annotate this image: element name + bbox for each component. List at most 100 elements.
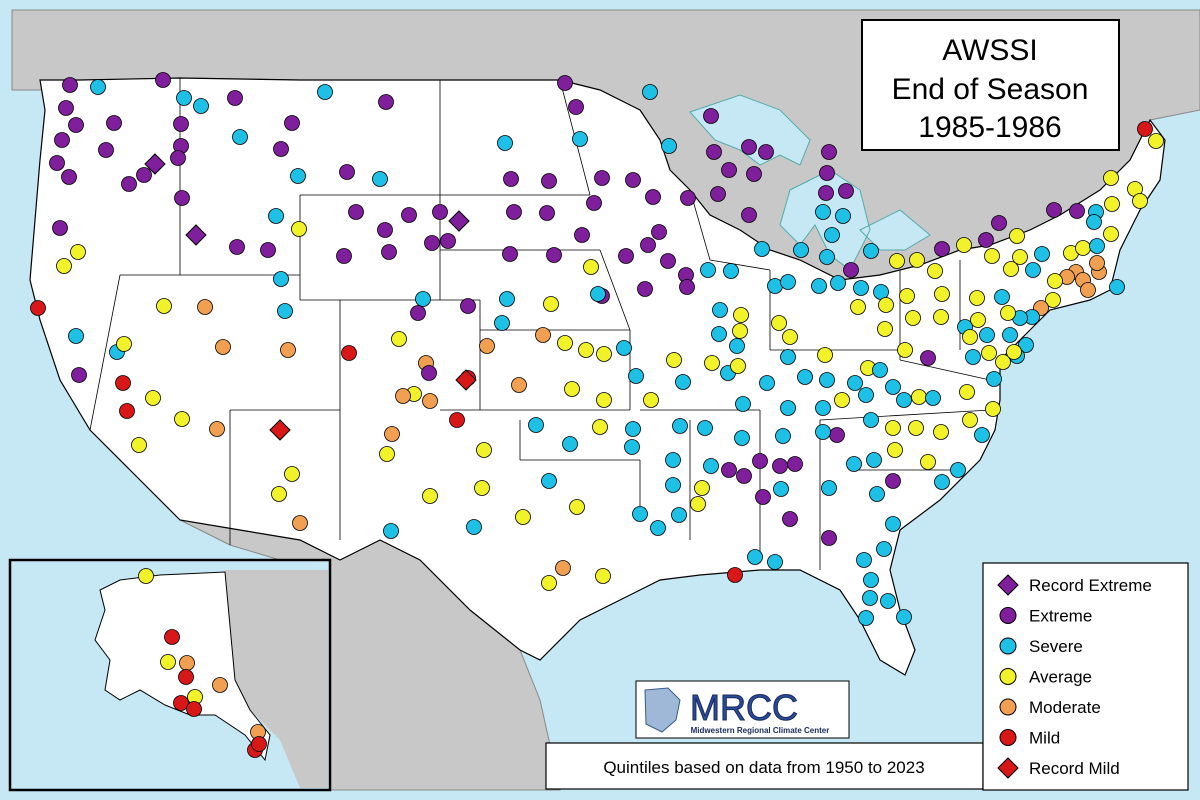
station-average xyxy=(543,296,559,312)
station-extreme xyxy=(586,195,602,211)
station-average xyxy=(905,310,921,326)
station-severe xyxy=(767,554,783,570)
station-extreme xyxy=(818,185,834,201)
station-severe xyxy=(872,362,888,378)
station-severe xyxy=(632,506,648,522)
station-severe xyxy=(876,541,892,557)
station-severe xyxy=(819,249,835,265)
station-record-mild xyxy=(455,369,477,391)
station-severe xyxy=(628,368,644,384)
station-extreme xyxy=(121,176,137,192)
station-severe xyxy=(723,263,739,279)
station-average xyxy=(1103,170,1119,186)
station-average xyxy=(889,253,905,269)
station-severe xyxy=(1002,327,1018,343)
station-extreme xyxy=(506,204,522,220)
station-extreme xyxy=(679,279,695,295)
station-severe xyxy=(1109,279,1125,295)
station-extreme xyxy=(885,473,901,489)
station-average xyxy=(694,480,710,496)
station-severe xyxy=(950,462,966,478)
station-average xyxy=(1009,228,1025,244)
station-mild xyxy=(186,701,202,717)
station-extreme xyxy=(173,116,189,132)
station-record-extreme xyxy=(448,210,470,232)
station-severe xyxy=(1089,238,1105,254)
station-extreme xyxy=(618,248,634,264)
station-average xyxy=(1148,133,1164,149)
station-severe xyxy=(675,374,691,390)
station-average xyxy=(690,496,706,512)
station-extreme xyxy=(651,224,667,240)
station-severe xyxy=(866,452,882,468)
station-severe xyxy=(494,315,510,331)
station-extreme xyxy=(339,164,355,180)
station-average xyxy=(569,499,585,515)
station-average xyxy=(985,401,1001,417)
station-severe xyxy=(780,274,796,290)
station-severe xyxy=(896,609,912,625)
legend-record_mild-label: Record Mild xyxy=(1029,759,1120,778)
station-average xyxy=(131,437,147,453)
station-severe xyxy=(665,477,681,493)
station-extreme xyxy=(710,186,726,202)
station-extreme xyxy=(755,489,771,505)
station-extreme xyxy=(752,453,768,469)
state-boundaries xyxy=(89,78,991,570)
station-average xyxy=(959,384,975,400)
station-mild xyxy=(164,629,180,645)
station-extreme xyxy=(736,468,752,484)
station-mild xyxy=(30,300,46,316)
station-extreme xyxy=(706,144,722,160)
station-extreme xyxy=(741,139,757,155)
station-mild xyxy=(178,669,194,685)
station-record-mild xyxy=(269,419,291,441)
station-severe xyxy=(747,549,763,565)
legend-severe-marker xyxy=(999,637,1017,655)
station-average xyxy=(284,466,300,482)
station-severe xyxy=(650,520,666,536)
station-severe xyxy=(590,286,606,302)
station-average xyxy=(174,411,190,427)
station-extreme xyxy=(574,227,590,243)
station-severe xyxy=(499,291,515,307)
station-extreme xyxy=(680,190,696,206)
station-markers xyxy=(30,72,1164,758)
station-severe xyxy=(528,417,544,433)
station-extreme xyxy=(377,222,393,238)
legend-extreme-marker xyxy=(999,607,1017,624)
station-severe xyxy=(661,138,677,154)
legend-record_mild-marker xyxy=(997,757,1019,779)
station-severe xyxy=(994,289,1010,305)
station-extreme xyxy=(539,205,555,221)
station-moderate xyxy=(395,388,411,404)
legend-moderate-marker xyxy=(999,698,1017,716)
station-average xyxy=(156,298,172,314)
station-moderate xyxy=(280,342,296,358)
station-average xyxy=(908,420,924,436)
station-severe xyxy=(759,375,775,391)
station-severe xyxy=(415,291,431,307)
station-mild xyxy=(173,695,189,711)
station-average xyxy=(379,446,395,462)
station-severe xyxy=(273,271,289,287)
station-severe xyxy=(885,379,901,395)
station-extreme xyxy=(819,165,835,181)
station-extreme xyxy=(721,462,737,478)
station-average xyxy=(934,286,950,302)
station-moderate xyxy=(511,377,527,393)
station-severe xyxy=(711,326,727,342)
station-severe xyxy=(863,412,879,428)
station-severe xyxy=(541,473,557,489)
station-average xyxy=(782,329,798,345)
station-extreme xyxy=(821,144,837,160)
station-severe xyxy=(383,523,399,539)
station-average xyxy=(160,654,176,670)
station-extreme xyxy=(546,247,562,263)
station-average xyxy=(887,442,903,458)
station-extreme xyxy=(336,248,352,264)
station-extreme xyxy=(424,235,440,251)
station-average xyxy=(1012,249,1028,265)
station-extreme xyxy=(821,530,837,546)
station-average xyxy=(927,263,943,279)
